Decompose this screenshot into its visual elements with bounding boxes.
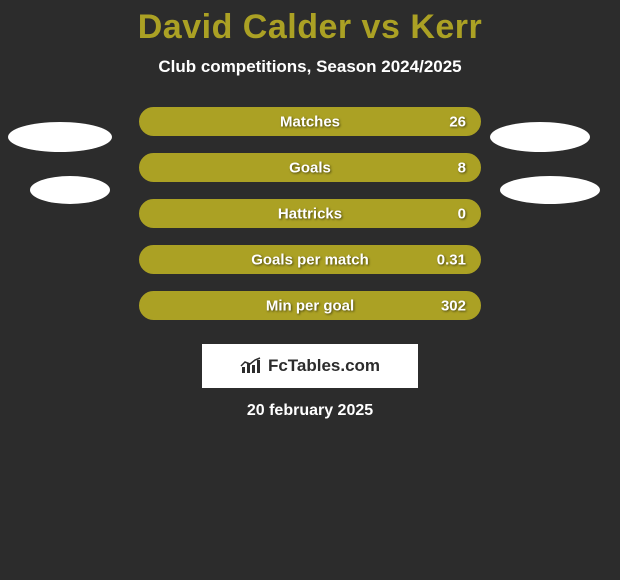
- stat-label: Matches: [280, 113, 340, 130]
- stat-value: 0: [458, 205, 466, 222]
- stat-bar: Goals 8: [139, 153, 481, 182]
- stat-bars: Matches 26 Goals 8 Hattricks 0 Goals per match…: [0, 107, 620, 320]
- stat-label: Hattricks: [278, 205, 342, 222]
- stat-bar: Goals per match 0.31: [139, 245, 481, 274]
- stat-value: 8: [458, 159, 466, 176]
- stat-bar: Matches 26: [139, 107, 481, 136]
- stat-bar: Hattricks 0: [139, 199, 481, 228]
- logo-chart-icon: [240, 357, 262, 375]
- logo-box: FcTables.com: [202, 344, 418, 388]
- stat-label: Goals per match: [251, 251, 369, 268]
- stat-label: Goals: [289, 159, 331, 176]
- comparison-card: David Calder vs Kerr Club competitions, …: [0, 0, 620, 580]
- logo-text: FcTables.com: [268, 356, 380, 376]
- date-text: 20 february 2025: [0, 402, 620, 420]
- page-title: David Calder vs Kerr: [0, 0, 620, 47]
- stat-value: 302: [441, 297, 466, 314]
- stat-bar: Min per goal 302: [139, 291, 481, 320]
- stat-value: 0.31: [437, 251, 466, 268]
- stat-label: Min per goal: [266, 297, 354, 314]
- subtitle: Club competitions, Season 2024/2025: [0, 57, 620, 77]
- stat-value: 26: [449, 113, 466, 130]
